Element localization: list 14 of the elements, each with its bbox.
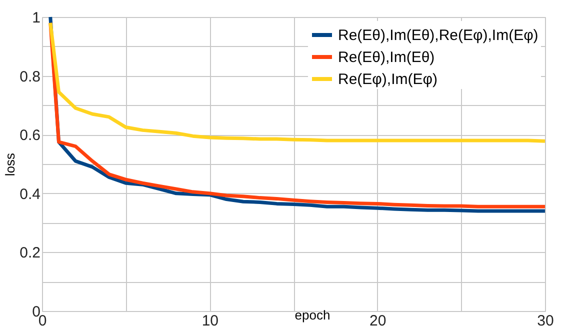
y-axis-title: loss <box>2 152 18 176</box>
y-tick-label: 0.4 <box>20 186 40 203</box>
x-tick-label: 10 <box>202 312 219 330</box>
x-axis-title: epoch <box>294 308 330 322</box>
line-series <box>48 21 547 143</box>
x-tick-label: 30 <box>537 312 554 330</box>
y-tick-label: 0.8 <box>20 68 40 86</box>
x-tick-label: 20 <box>369 312 386 330</box>
y-tick-label: 0.2 <box>20 244 40 262</box>
legend-label: Re(Eθ),Im(Eθ) <box>338 49 435 66</box>
y-tick-label: 0.6 <box>20 127 40 144</box>
legend-label: Re(Eθ),Im(Eθ),Re(Eφ),Im(Eφ) <box>338 27 538 44</box>
legend-label: Re(Eφ),Im(Eφ) <box>338 71 438 88</box>
y-tick-label: 1 <box>32 10 40 26</box>
